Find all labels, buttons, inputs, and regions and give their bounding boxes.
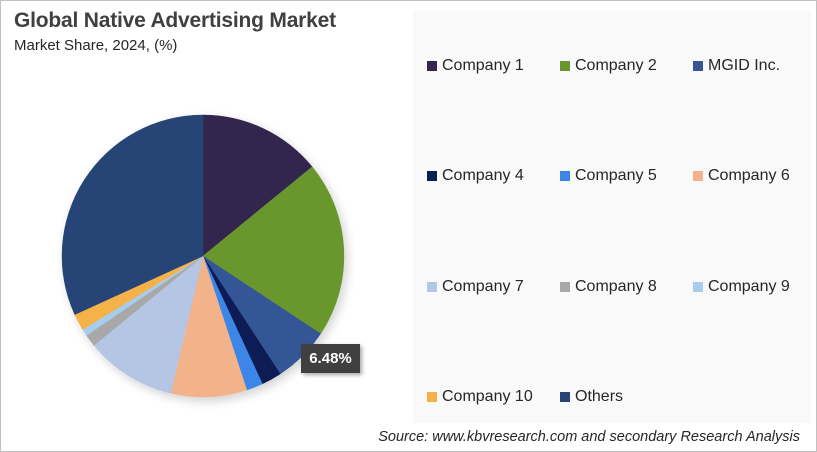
legend-label: Company 1: [442, 57, 524, 74]
legend-swatch: [427, 61, 437, 71]
legend-label: MGID Inc.: [708, 57, 781, 74]
legend-swatch: [427, 171, 437, 181]
chart-title: Global Native Advertising Market: [14, 9, 336, 32]
legend-item-company-9: Company 9: [693, 277, 790, 297]
legend-swatch: [427, 282, 437, 292]
data-label-mgid: 6.48%: [301, 344, 360, 373]
legend-item-company-5: Company 5: [560, 166, 657, 186]
legend-label: Company 2: [575, 57, 657, 74]
legend-swatch: [693, 282, 703, 292]
legend-label: Others: [575, 388, 624, 405]
legend-label: Company 8: [575, 278, 657, 295]
legend-label: Company 9: [708, 278, 790, 295]
legend-item-company-6: Company 6: [693, 166, 790, 186]
legend-swatch: [693, 171, 703, 181]
pie-svg: [61, 114, 345, 398]
source-note: Source: www.kbvresearch.com and secondar…: [378, 429, 800, 445]
legend-label: Company 7: [442, 278, 524, 295]
pie-slice-company-1: [202, 114, 313, 257]
legend-label: Company 5: [575, 167, 657, 184]
pie-slices: [61, 114, 345, 398]
chart-subtitle: Market Share, 2024, (%): [14, 37, 178, 54]
legend-swatch: [560, 61, 570, 71]
legend-label: Company 6: [708, 167, 790, 184]
legend-swatch: [560, 282, 570, 292]
legend-swatch: [693, 61, 703, 71]
legend-item-company-2: Company 2: [560, 56, 657, 76]
legend-item-others: Others: [560, 387, 623, 407]
pie-slice-company-7: [93, 255, 204, 394]
legend-item-company-1: Company 1: [427, 56, 524, 76]
pie-slice-company-2: [202, 166, 345, 335]
legend-item-company-8: Company 8: [560, 277, 657, 297]
pie-slice-others: [61, 114, 204, 315]
legend-label: Company 10: [442, 388, 533, 405]
legend-swatch: [427, 392, 437, 402]
legend-item-mgid: MGID Inc.: [693, 56, 780, 76]
legend-swatch: [560, 171, 570, 181]
legend-item-company-7: Company 7: [427, 277, 524, 297]
legend-item-company-4: Company 4: [427, 166, 524, 186]
legend-item-company-10: Company 10: [427, 387, 533, 407]
legend-label: Company 4: [442, 167, 524, 184]
pie-chart: 6.48%: [1, 1, 413, 451]
legend: Company 1 Company 2 MGID Inc. Company 4 …: [413, 11, 811, 423]
legend-swatch: [560, 392, 570, 402]
